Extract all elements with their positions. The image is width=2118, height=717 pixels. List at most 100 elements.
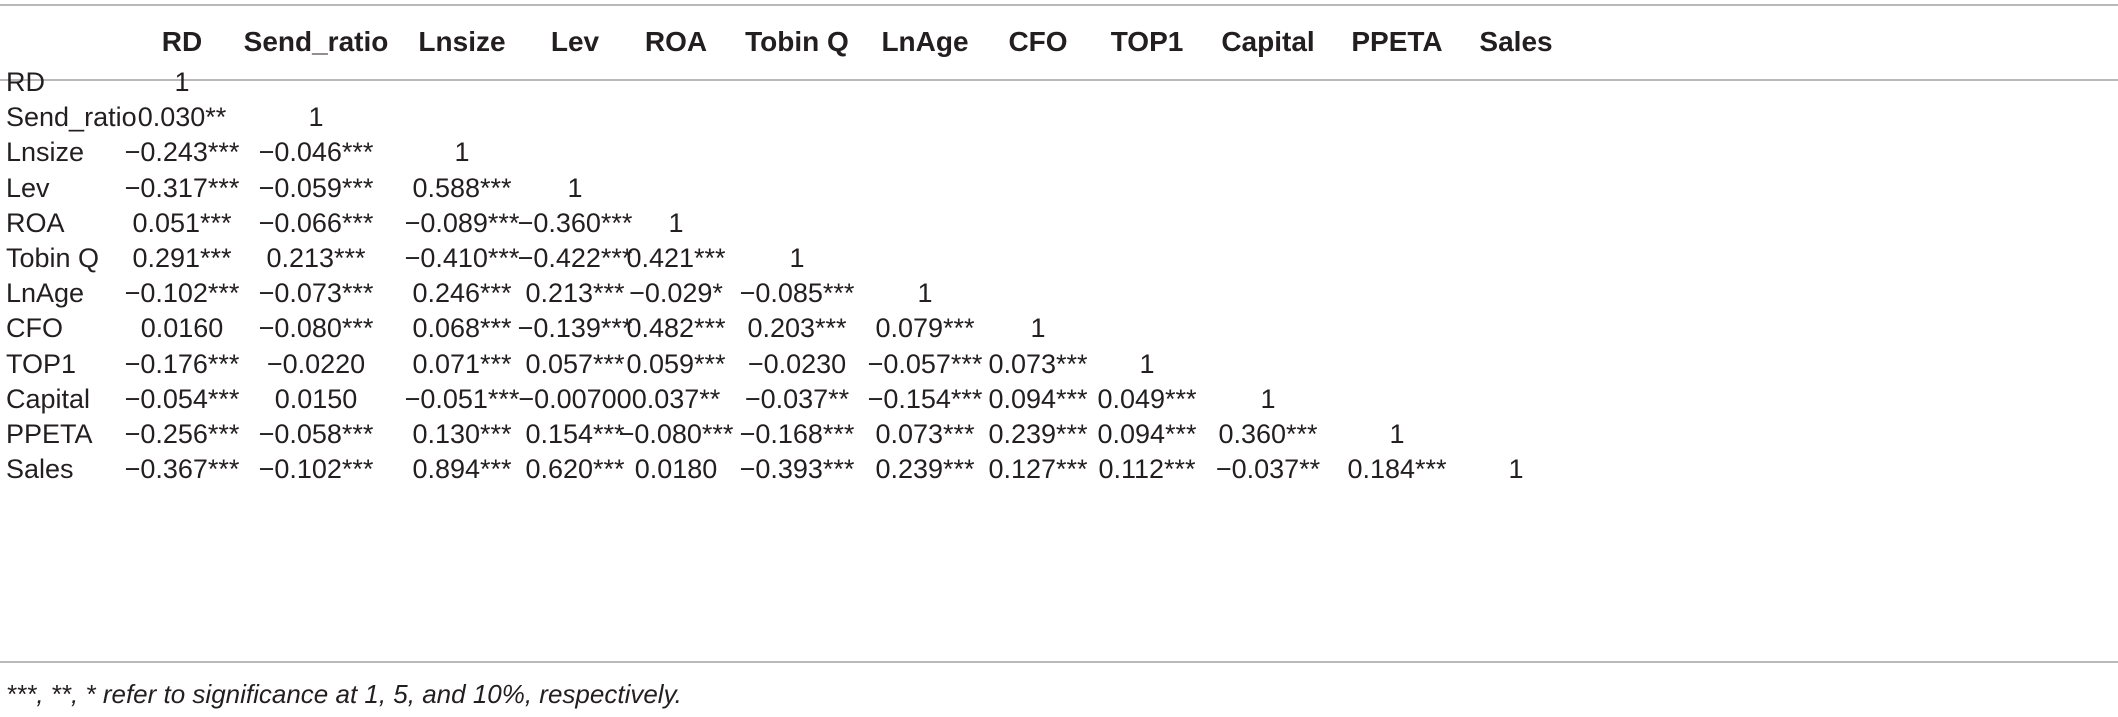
column-header: CFO [1008, 26, 1068, 57]
table-cell: −0.046*** [258, 137, 374, 168]
table-cell: 0.0180 [634, 454, 718, 485]
table-cell: −0.422*** [517, 243, 633, 273]
row-label: Capital [6, 383, 91, 414]
table-cell: 0.894*** [412, 454, 512, 485]
table-cell: −0.054*** [124, 383, 240, 414]
table-cell: 0.049*** [1097, 383, 1197, 414]
table-cell: 0.094*** [988, 383, 1088, 414]
table-cell: 1 [1260, 383, 1276, 414]
table-cell: 0.030** [137, 102, 227, 133]
table-cell: 0.0160 [140, 313, 224, 344]
table-cell: −0.367*** [124, 454, 240, 485]
column-header: TOP1 [1110, 26, 1184, 57]
table-cell: −0.058*** [258, 419, 374, 449]
row-label: TOP1 [6, 348, 77, 379]
table-cell: 0.154*** [525, 419, 625, 449]
row-label: LnAge [6, 278, 85, 309]
table-cell: 0.0150 [274, 383, 358, 414]
table-cell: 0.051*** [132, 207, 232, 238]
row-label: Lnsize [6, 137, 85, 168]
row-label: Lev [6, 172, 50, 203]
table-cell: −0.317*** [124, 172, 240, 203]
table-cell: 0.246*** [412, 278, 512, 309]
table-cell: −0.393*** [739, 454, 855, 485]
table-footnote: ***, **, * refer to significance at 1, 5… [6, 679, 682, 709]
table-cell: 1 [1389, 419, 1405, 449]
table-cell: 0.588*** [412, 172, 512, 203]
row-label: CFO [6, 313, 63, 344]
table-cell: 0.127*** [988, 454, 1088, 485]
table-cell: 0.068*** [412, 313, 512, 344]
table-cell: 0.073*** [875, 419, 975, 449]
table-top-rule [0, 4, 2118, 6]
table-cell: −0.089*** [404, 207, 520, 238]
column-header: LnAge [881, 26, 969, 57]
table-cell: 0.112*** [1098, 454, 1196, 485]
column-header: PPETA [1351, 26, 1443, 57]
table-cell: 1 [308, 102, 324, 133]
row-label: Send_ratio [6, 102, 137, 133]
table-cell: −0.102*** [258, 454, 374, 485]
column-header: ROA [644, 26, 708, 57]
table-cell: −0.080*** [258, 313, 374, 344]
table-cell: −0.139*** [517, 313, 633, 344]
table-cell: −0.243*** [124, 137, 240, 168]
table-cell: 0.239*** [875, 454, 975, 485]
column-header: Send_ratio [243, 26, 389, 57]
header-rule [0, 79, 2118, 81]
row-label: ROA [6, 207, 65, 238]
table-cell: 0.073*** [988, 348, 1088, 379]
row-label: Tobin Q [6, 243, 100, 273]
table-cell: 0.037** [631, 383, 721, 414]
table-cell: −0.176*** [124, 348, 240, 379]
table-cell: −0.00700 [518, 383, 632, 414]
table-cell: −0.0230 [747, 348, 847, 379]
table-cell: −0.168*** [739, 419, 855, 449]
table-cell: −0.102*** [124, 278, 240, 309]
table-cell: 1 [1508, 454, 1524, 485]
table-cell: −0.029* [629, 278, 723, 309]
table-cell: 0.360*** [1218, 419, 1318, 449]
column-header: Sales [1479, 26, 1553, 57]
table-cell: −0.066*** [258, 207, 374, 238]
table-cell: 0.057*** [525, 348, 625, 379]
table-cell: 0.184*** [1347, 454, 1447, 485]
table-cell: −0.154*** [867, 383, 983, 414]
column-header: Tobin Q [745, 26, 849, 57]
table-cell: −0.256*** [124, 419, 240, 449]
table-cell: 0.079*** [875, 313, 975, 344]
table-cell: −0.059*** [258, 172, 374, 203]
table-cell: −0.073*** [258, 278, 374, 309]
column-header: RD [161, 26, 203, 57]
table-cell: 0.620*** [525, 454, 625, 485]
column-header: Lnsize [418, 26, 506, 57]
row-label: RD [6, 67, 45, 97]
table-cell: −0.057*** [867, 348, 983, 379]
table-cell: 0.203*** [747, 313, 847, 344]
table-cell: 1 [454, 137, 470, 168]
table-cell: −0.037** [1215, 454, 1321, 485]
table-cell: 1 [567, 172, 583, 203]
row-label: Sales [6, 454, 74, 485]
table-cell: −0.085*** [739, 278, 855, 309]
table-cell: 0.213*** [525, 278, 625, 309]
table-cell: 1 [1139, 348, 1155, 379]
table-cell: −0.037** [744, 383, 850, 414]
table-cell: −0.0220 [266, 348, 366, 379]
table-cell: −0.410*** [404, 243, 520, 273]
table-cell: 0.059*** [626, 348, 726, 379]
table-cell: 1 [1030, 313, 1046, 344]
table-cell: 0.291*** [132, 243, 232, 273]
column-header: Lev [550, 26, 600, 57]
table-cell: 0.482*** [626, 313, 726, 344]
table-cell: 0.130*** [412, 419, 512, 449]
table-cell: −0.051*** [404, 383, 520, 414]
table-cell: 1 [174, 67, 190, 97]
table-cell: 0.071*** [412, 348, 512, 379]
table-cell: 0.094*** [1097, 419, 1197, 449]
table-bottom-rule [0, 661, 2118, 663]
column-header: Capital [1221, 26, 1315, 57]
table-cell: −0.080*** [618, 419, 734, 449]
table-cell: 0.213*** [266, 243, 366, 273]
table-cell: 1 [668, 207, 684, 238]
